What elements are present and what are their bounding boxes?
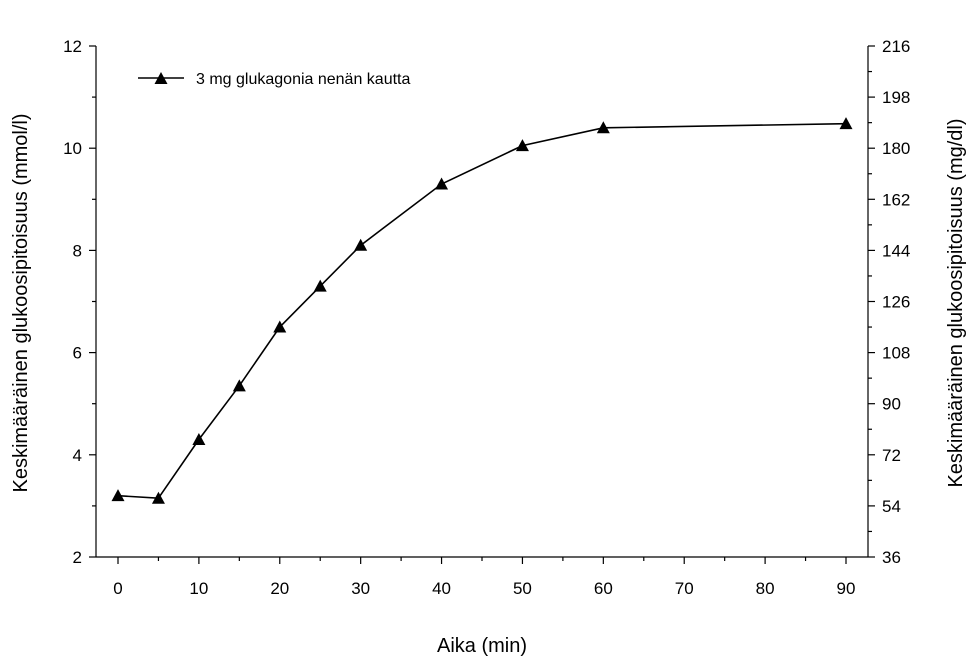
x-tick-label: 30	[351, 579, 370, 598]
data-point-triangle	[839, 117, 853, 130]
y2-tick-label: 108	[882, 344, 910, 363]
y2-tick-label: 144	[882, 241, 910, 260]
y-tick-label: 10	[63, 139, 82, 158]
data-point-triangle	[151, 491, 165, 504]
data-point-triangle	[111, 489, 125, 502]
y-tick-label: 12	[63, 37, 82, 56]
y2-tick-label: 198	[882, 88, 910, 107]
x-tick-label: 80	[756, 579, 775, 598]
x-tick-label: 10	[189, 579, 208, 598]
data-point-triangle	[596, 121, 610, 134]
y2-tick-label: 180	[882, 139, 910, 158]
legend: 3 mg glukagonia nenän kautta	[138, 71, 410, 88]
data-point-triangle	[192, 432, 206, 445]
data-point-triangle	[273, 320, 287, 333]
x-tick-label: 90	[837, 579, 856, 598]
y-tick-label: 2	[73, 548, 82, 567]
axes	[95, 46, 869, 558]
data-point-triangle	[354, 238, 368, 251]
data-point-triangle	[435, 177, 449, 190]
x-tick-label: 70	[675, 579, 694, 598]
x-tick-label: 0	[113, 579, 122, 598]
ticks: 2 4 6 8 10 12 36 54 72 90 108 126 144 162 180 198 216 0 10…	[63, 37, 910, 598]
y-axis-label: Keskimääräinen glukoosipitoisuus (mmol/l…	[10, 113, 32, 492]
y2-tick-label: 216	[882, 37, 910, 56]
x-tick-label: 20	[270, 579, 289, 598]
y2-axis-label: Keskimääräinen glukoosipitoisuus (mg/dl)	[945, 118, 967, 487]
y2-tick-label: 54	[882, 497, 901, 516]
y-tick-label: 4	[73, 446, 82, 465]
data-point-triangle	[313, 279, 327, 292]
data-point-triangle	[515, 139, 529, 152]
series	[111, 117, 853, 504]
y2-tick-label: 36	[882, 548, 901, 567]
x-tick-label: 60	[594, 579, 613, 598]
data-point-triangle	[232, 379, 246, 392]
y2-tick-label: 72	[882, 446, 901, 465]
x-tick-label: 40	[432, 579, 451, 598]
x-axis-label: Aika (min)	[437, 635, 527, 657]
y2-tick-label: 162	[882, 190, 910, 209]
y-tick-label: 6	[73, 344, 82, 363]
series-line	[117, 122, 847, 500]
x-tick-label: 50	[513, 579, 532, 598]
y2-tick-label: 126	[882, 293, 910, 312]
legend-label: 3 mg glukagonia nenän kautta	[196, 71, 410, 88]
y2-tick-label: 90	[882, 395, 901, 414]
y-tick-label: 8	[73, 241, 82, 260]
legend-triangle-marker	[154, 72, 168, 84]
